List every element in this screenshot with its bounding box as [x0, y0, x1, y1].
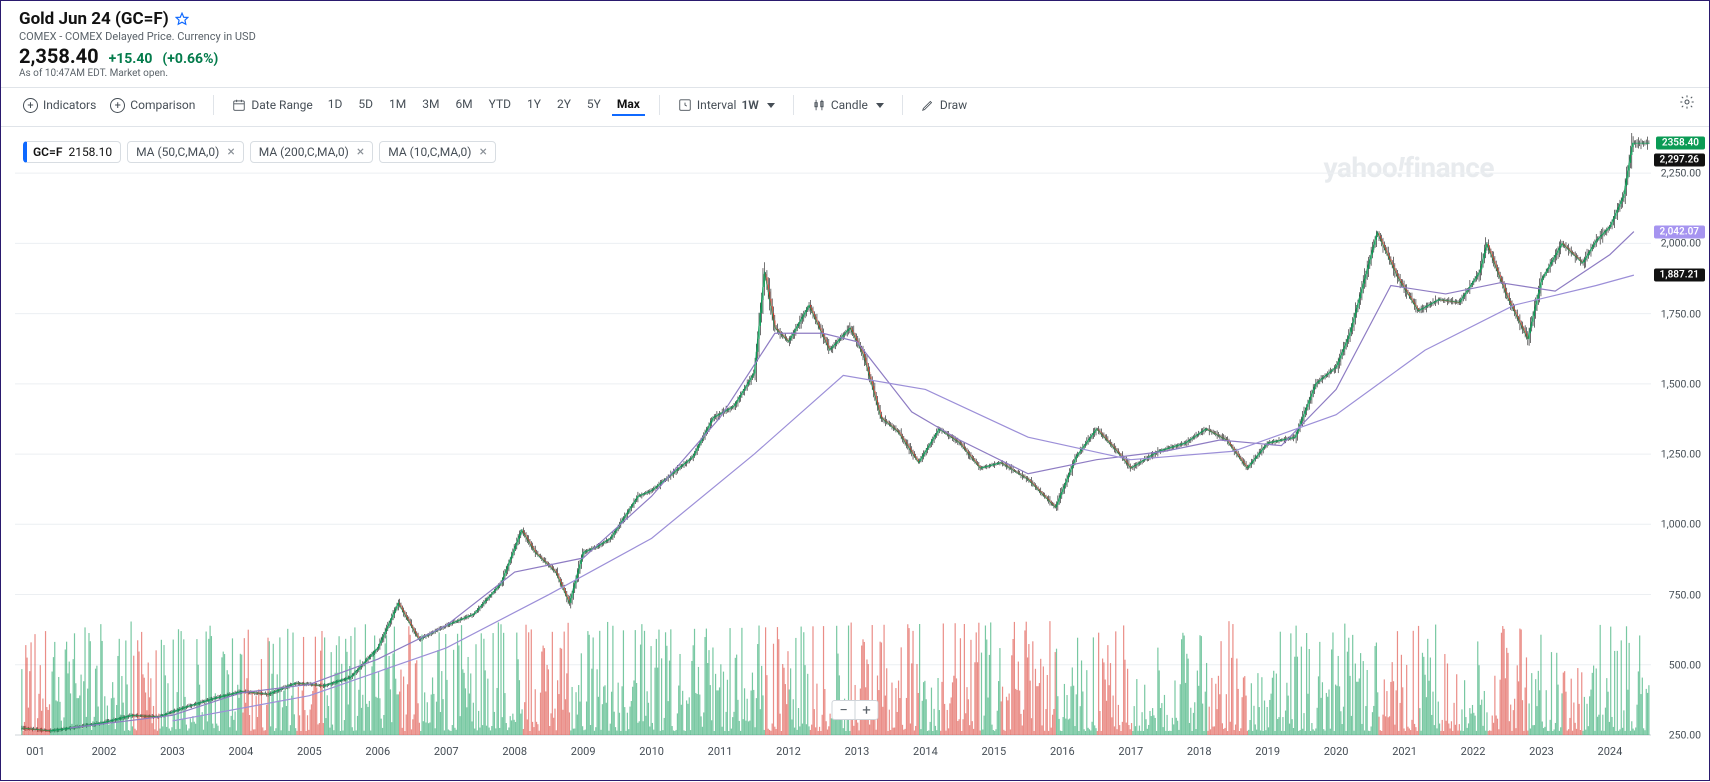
zoom-in-button[interactable]: +: [855, 701, 878, 719]
x-axis-tick: 2018: [1187, 745, 1212, 758]
indicators-label: Indicators: [43, 98, 96, 112]
zoom-out-button[interactable]: −: [833, 701, 855, 719]
comparison-label: Comparison: [130, 98, 195, 112]
price-tag: 1,887.21: [1654, 269, 1705, 282]
chart-type-button[interactable]: Candle: [808, 95, 888, 115]
ma-chip[interactable]: MA (50,C,MA,0) ×: [127, 141, 244, 163]
range-button-6m[interactable]: 6M: [450, 94, 477, 116]
price-chart-svg[interactable]: [1, 131, 1710, 782]
date-range-label: Date Range: [251, 98, 312, 112]
page-title: Gold Jun 24 (GC=F): [19, 9, 169, 29]
ma-chip-label: MA (50,C,MA,0): [136, 145, 219, 159]
x-axis-tick: 2011: [708, 745, 733, 758]
last-price: 2,358.40: [19, 44, 99, 68]
symbol-chip[interactable]: GC=F 2158.10: [23, 141, 121, 163]
x-axis-tick: 2024: [1598, 745, 1623, 758]
x-axis-tick: 2022: [1461, 745, 1486, 758]
y-axis-tick: 1,250.00: [1661, 448, 1701, 461]
x-axis-tick: 2015: [981, 745, 1006, 758]
indicators-button[interactable]: + Indicators: [19, 95, 100, 116]
calendar-icon: [232, 98, 246, 112]
quote-summary: Gold Jun 24 (GC=F) COMEX - COMEX Delayed…: [1, 1, 1709, 83]
y-axis-tick: 1,000.00: [1661, 518, 1701, 531]
clock-icon: [678, 98, 692, 112]
range-button-2y[interactable]: 2Y: [552, 94, 576, 116]
x-axis-tick: 2009: [571, 745, 596, 758]
range-button-1d[interactable]: 1D: [323, 94, 348, 116]
comparison-button[interactable]: + Comparison: [106, 95, 199, 116]
price-tag: 2,042.07: [1654, 225, 1705, 238]
x-axis-tick: 2004: [229, 745, 254, 758]
x-axis-tick: 2002: [92, 745, 117, 758]
chart-toolbar: + Indicators + Comparison Date Range 1D5…: [1, 88, 1709, 122]
x-axis-tick: 2013: [845, 745, 870, 758]
pencil-icon: [921, 98, 935, 112]
close-icon[interactable]: ×: [479, 145, 486, 159]
x-axis-tick: 2016: [1050, 745, 1075, 758]
interval-label: Interval: [697, 98, 737, 112]
asof-label: As of 10:47AM EDT. Market open.: [19, 68, 1691, 79]
close-icon[interactable]: ×: [357, 145, 364, 159]
date-range-button[interactable]: Date Range: [228, 95, 316, 115]
x-axis-tick: 2005: [297, 745, 322, 758]
range-button-max[interactable]: Max: [612, 94, 645, 116]
y-axis-tick: 1,750.00: [1661, 307, 1701, 320]
ma-chip-label: MA (10,C,MA,0): [388, 145, 471, 159]
range-button-5y[interactable]: 5Y: [582, 94, 606, 116]
x-axis-tick: 2014: [913, 745, 938, 758]
close-icon[interactable]: ×: [227, 145, 234, 159]
favorite-star-icon[interactable]: [175, 12, 189, 26]
x-axis-tick: 2012: [776, 745, 801, 758]
chevron-down-icon: [876, 103, 884, 108]
interval-value: 1W: [741, 98, 758, 112]
y-axis-tick: 2,000.00: [1661, 237, 1701, 250]
x-axis-tick: 2017: [1118, 745, 1143, 758]
x-axis-tick: 2003: [160, 745, 185, 758]
range-button-1y[interactable]: 1Y: [522, 94, 546, 116]
price-tag: 2358.40: [1656, 136, 1705, 149]
symbol-chip-value: 2158.10: [68, 145, 112, 159]
x-axis-tick: 2019: [1255, 745, 1280, 758]
ma-chip-label: MA (200,C,MA,0): [259, 145, 349, 159]
plus-icon: +: [110, 98, 125, 113]
x-axis-tick: 001: [26, 745, 45, 758]
draw-button[interactable]: Draw: [917, 95, 971, 115]
candle-icon: [812, 98, 826, 112]
y-axis-tick: 1,500.00: [1661, 377, 1701, 390]
x-axis-tick: 2007: [434, 745, 459, 758]
y-axis-tick: 750.00: [1669, 588, 1701, 601]
range-button-ytd[interactable]: YTD: [484, 94, 516, 116]
zoom-controls: − +: [832, 700, 879, 720]
y-axis-tick: 500.00: [1669, 658, 1701, 671]
x-axis-tick: 2023: [1529, 745, 1554, 758]
price-change: +15.40: [109, 51, 153, 67]
price-change-pct: (+0.66%): [162, 51, 218, 67]
interval-button[interactable]: Interval 1W: [674, 95, 779, 115]
price-tag: 2,297.26: [1654, 153, 1705, 166]
y-axis-tick: 250.00: [1669, 729, 1701, 742]
ma-chip[interactable]: MA (10,C,MA,0) ×: [379, 141, 496, 163]
x-axis-tick: 2020: [1324, 745, 1349, 758]
range-button-3m[interactable]: 3M: [417, 94, 444, 116]
settings-gear-icon[interactable]: [1679, 94, 1695, 110]
ma-chip[interactable]: MA (200,C,MA,0) ×: [250, 141, 373, 163]
x-axis-tick: 2006: [365, 745, 390, 758]
indicator-chips: GC=F 2158.10 MA (50,C,MA,0)×MA (200,C,MA…: [23, 141, 496, 163]
symbol-chip-symbol: GC=F: [33, 145, 62, 159]
chart-area[interactable]: − + 250.00 500.00 750.00 1,000.00 1,250.00 1,…: [1, 131, 1709, 780]
range-button-5d[interactable]: 5D: [353, 94, 378, 116]
draw-label: Draw: [940, 98, 967, 112]
chart-type-label: Candle: [831, 98, 868, 112]
x-axis-tick: 2010: [639, 745, 664, 758]
x-axis-tick: 2021: [1392, 745, 1417, 758]
x-axis-tick: 2008: [502, 745, 527, 758]
chevron-down-icon: [767, 103, 775, 108]
y-axis-tick: 2,250.00: [1661, 167, 1701, 180]
plus-icon: +: [23, 98, 38, 113]
range-button-1m[interactable]: 1M: [384, 94, 411, 116]
exchange-info: COMEX - COMEX Delayed Price. Currency in…: [19, 30, 1691, 43]
